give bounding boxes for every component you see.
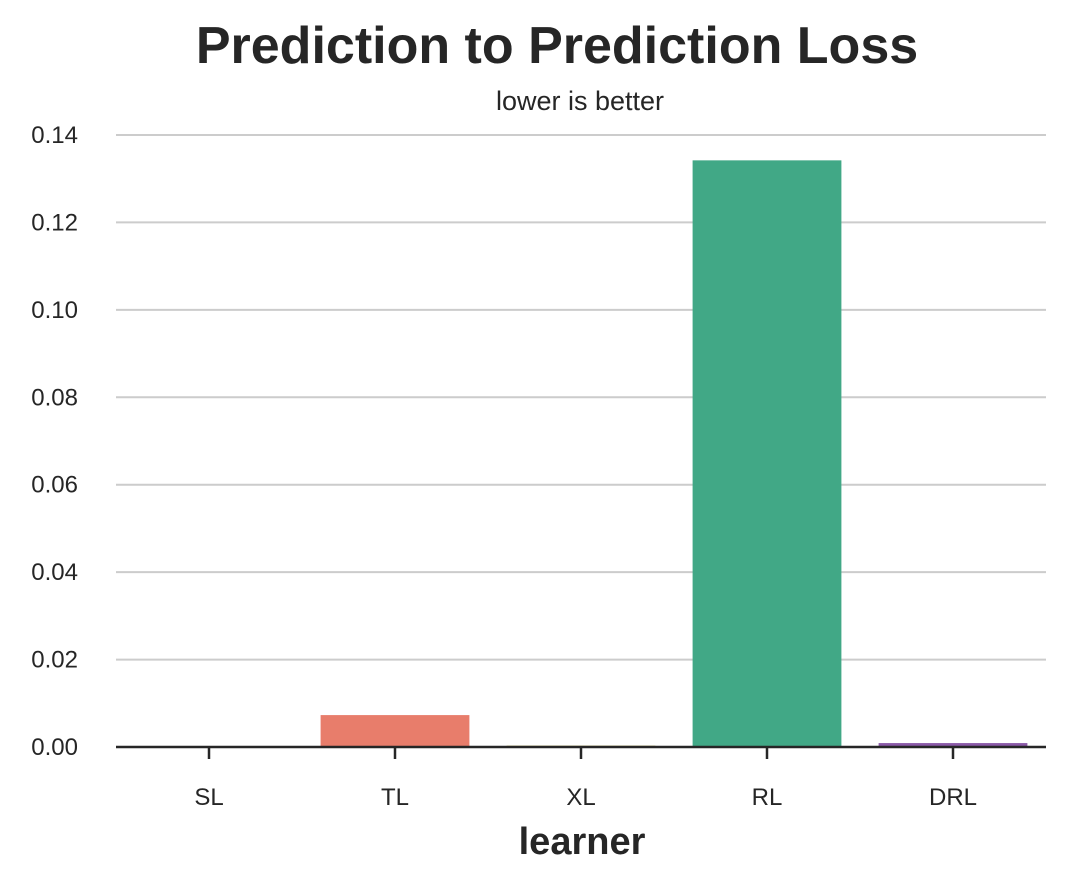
- y-tick-label: 0.02: [31, 647, 78, 674]
- x-tick-label-xl: XL: [566, 784, 595, 811]
- y-tick-labels: 0.00 0.02 0.04 0.06 0.08 0.10 0.12 0.14: [31, 122, 78, 761]
- y-gridlines: [116, 134, 1046, 661]
- chart-subtitle: lower is better: [496, 86, 664, 116]
- x-tick-label-rl: RL: [752, 784, 783, 811]
- x-axis-label: learner: [519, 821, 646, 863]
- x-tick-label-drl: DRL: [929, 784, 977, 811]
- y-tick-label: 0.14: [31, 122, 78, 149]
- bar-tl: [320, 715, 470, 747]
- y-tick-label: 0.10: [31, 297, 78, 324]
- x-tick-label-sl: SL: [194, 784, 223, 811]
- bar-drl: [878, 743, 1028, 747]
- bars: [320, 160, 1028, 748]
- y-tick-label: 0.08: [31, 384, 78, 411]
- y-tick-label: 0.04: [31, 559, 78, 586]
- bar-rl: [692, 160, 842, 748]
- y-tick-label: 0.00: [31, 734, 78, 761]
- y-tick-label: 0.12: [31, 209, 78, 236]
- x-tick-labels: SL TL XL RL DRL: [194, 747, 977, 811]
- x-tick-label-tl: TL: [381, 784, 409, 811]
- chart-title: Prediction to Prediction Loss: [196, 17, 918, 75]
- y-tick-label: 0.06: [31, 472, 78, 499]
